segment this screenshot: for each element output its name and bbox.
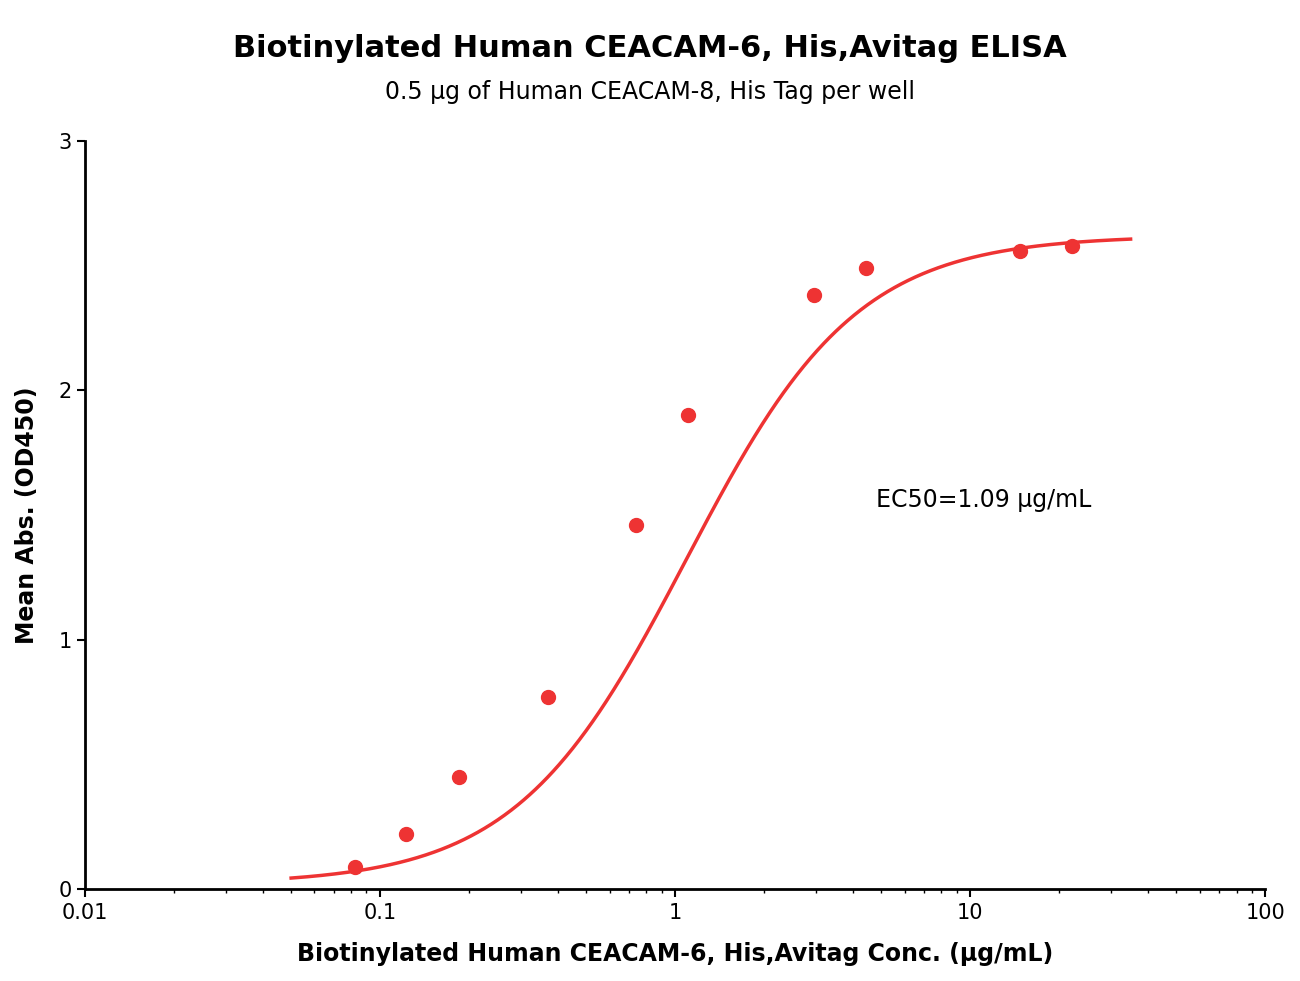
Point (344, 859, 365, 875)
Text: EC50=1.09 μg/mL: EC50=1.09 μg/mL (876, 489, 1091, 512)
Point (537, 690, 558, 705)
Text: Biotinylated Human CEACAM-6, His,Avitag ELISA: Biotinylated Human CEACAM-6, His,Avitag … (233, 34, 1067, 64)
Point (679, 407, 699, 423)
Point (803, 287, 824, 303)
Point (448, 769, 469, 785)
Point (1010, 242, 1031, 258)
Point (855, 260, 876, 276)
Point (396, 827, 417, 843)
Point (1062, 237, 1083, 253)
Point (627, 517, 647, 533)
X-axis label: Biotinylated Human CEACAM-6, His,Avitag Conc. (μg/mL): Biotinylated Human CEACAM-6, His,Avitag … (296, 942, 1053, 966)
Text: 0.5 μg of Human CEACAM-8, His Tag per well: 0.5 μg of Human CEACAM-8, His Tag per we… (385, 80, 915, 104)
Y-axis label: Mean Abs. (OD450): Mean Abs. (OD450) (16, 387, 39, 644)
